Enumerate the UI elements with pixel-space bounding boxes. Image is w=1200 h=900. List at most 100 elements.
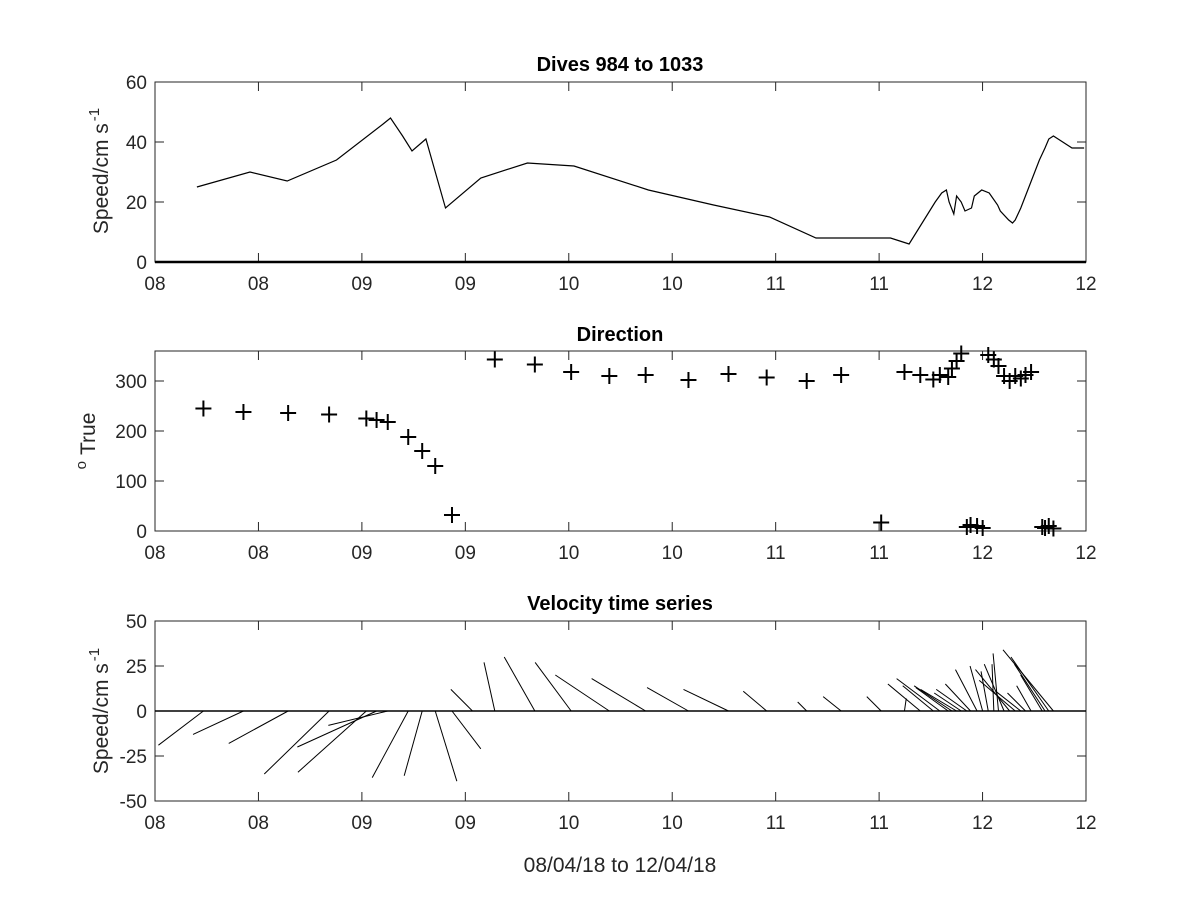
velocity-stick	[555, 674, 610, 712]
direction-y-label-superscript: o	[73, 461, 90, 469]
velocity-stick	[969, 665, 984, 712]
direction-marker	[368, 412, 385, 428]
direction-marker	[280, 405, 297, 421]
velocity-stick	[1002, 649, 1054, 712]
direction-marker	[486, 351, 503, 368]
direction-marker	[1023, 364, 1040, 380]
direction-marker	[379, 414, 396, 430]
velocity-stick	[822, 696, 842, 712]
velocity-stick	[978, 680, 1016, 712]
direction-marker	[235, 404, 252, 420]
velocity-x-tick-label: 09	[351, 813, 372, 834]
velocity-stick	[991, 664, 995, 712]
velocity-stick	[483, 662, 496, 712]
direction-x-tick-label: 11	[869, 543, 889, 564]
direction-x-tick-label: 11	[766, 543, 786, 564]
speed-x-tick-label: 10	[662, 274, 683, 295]
velocity-stick	[1014, 663, 1046, 712]
direction-marker	[443, 507, 460, 523]
velocity-x-tick-label: 09	[455, 813, 476, 834]
direction-marker	[1045, 520, 1062, 537]
velocity-stick	[866, 696, 882, 712]
speed-series-line	[196, 117, 1085, 245]
direction-x-tick-label: 12	[1075, 543, 1096, 564]
velocity-x-tick-label: 11	[869, 813, 889, 834]
speed-axes-box	[154, 81, 1087, 263]
direction-marker	[940, 369, 957, 385]
direction-axes-box	[154, 350, 1087, 532]
velocity-stick	[683, 688, 729, 712]
direction-marker	[896, 364, 913, 380]
svg-text:oTrue: o True	[73, 413, 100, 470]
direction-y-label-text: True	[77, 413, 100, 455]
direction-marker	[953, 345, 970, 362]
velocity-stick	[920, 688, 957, 712]
direction-marker	[833, 367, 850, 383]
velocity-y-tick-label: 50	[126, 612, 147, 633]
direction-marker	[798, 373, 815, 389]
velocity-stick	[935, 688, 968, 712]
speed-y-label: Speed/cm s -1	[86, 108, 113, 234]
velocity-stick	[451, 710, 482, 750]
velocity-stick	[591, 678, 646, 712]
velocity-stick	[915, 687, 949, 712]
velocity-x-tick-label: 12	[1075, 813, 1096, 834]
direction-marker	[321, 406, 338, 423]
direction-y-tick-label: 200	[115, 422, 147, 443]
velocity-stick	[646, 687, 689, 712]
direction-marker	[758, 369, 775, 386]
speed-x-tick-label: 08	[248, 274, 269, 295]
velocity-stick	[955, 669, 978, 712]
direction-marker	[563, 364, 580, 380]
speed-x-tick-label: 12	[1075, 274, 1096, 295]
velocity-stick	[1007, 692, 1026, 712]
direction-y-tick-label: 300	[115, 372, 147, 393]
velocity-stick	[158, 710, 204, 746]
velocity-y-label: Speed/cm s -1	[86, 648, 113, 774]
speed-panel: Dives 984 to 1033 08 08 09 09 10 10 11 11 12 12 0 2…	[86, 54, 1097, 295]
velocity-stick	[450, 689, 473, 712]
velocity-y-tick-label: 25	[126, 657, 147, 678]
direction-marker	[873, 514, 890, 531]
velocity-stick	[328, 710, 388, 726]
velocity-stick	[228, 710, 289, 744]
velocity-x-tick-label: 10	[558, 813, 579, 834]
velocity-stick	[983, 664, 1005, 712]
direction-marker	[414, 443, 431, 459]
velocity-title: Velocity time series	[527, 593, 713, 615]
velocity-stick	[902, 685, 934, 712]
direction-y-tick-label: 100	[115, 472, 147, 493]
speed-x-tick-label: 12	[972, 274, 993, 295]
direction-x-tick-label: 09	[351, 543, 372, 564]
velocity-stick	[944, 683, 971, 712]
direction-title: Direction	[577, 324, 664, 346]
velocity-x-label: 08/04/18 to 12/04/18	[524, 854, 717, 877]
direction-x-tick-label: 08	[248, 543, 269, 564]
direction-marker	[680, 372, 697, 388]
direction-marker	[974, 520, 991, 536]
speed-x-tick-label: 11	[869, 274, 889, 295]
velocity-stick	[992, 653, 999, 712]
speed-x-tick-label: 10	[558, 274, 579, 295]
velocity-stick	[192, 710, 244, 735]
velocity-stick	[913, 685, 953, 712]
velocity-stick	[1020, 674, 1043, 712]
velocity-x-tick-label: 11	[766, 813, 786, 834]
velocity-stick	[887, 683, 921, 712]
velocity-stick	[1010, 656, 1050, 712]
speed-y-label-text: Speed/cm s	[90, 123, 113, 234]
velocity-y-tick-label: -25	[120, 747, 147, 768]
velocity-x-tick-label: 08	[144, 813, 165, 834]
velocity-stick	[534, 662, 572, 712]
direction-marker	[526, 356, 543, 373]
velocity-stick	[403, 710, 423, 776]
speed-x-tick-label: 11	[766, 274, 786, 295]
direction-panel: Direction 08 08 09 09 10 10 11 11 12 12 0 100 200 300…	[73, 324, 1097, 564]
velocity-x-tick-label: 12	[972, 813, 993, 834]
svg-text:Speed/cm s-1: Speed/cm s -1	[86, 108, 113, 234]
direction-marker	[912, 367, 929, 383]
direction-marker	[601, 368, 618, 384]
velocity-y-label-superscript: -1	[86, 648, 103, 661]
direction-plot-area: 08 08 09 09 10 10 11 11 12 12 0 100 200 300	[115, 345, 1097, 564]
velocity-stick	[995, 690, 1022, 712]
